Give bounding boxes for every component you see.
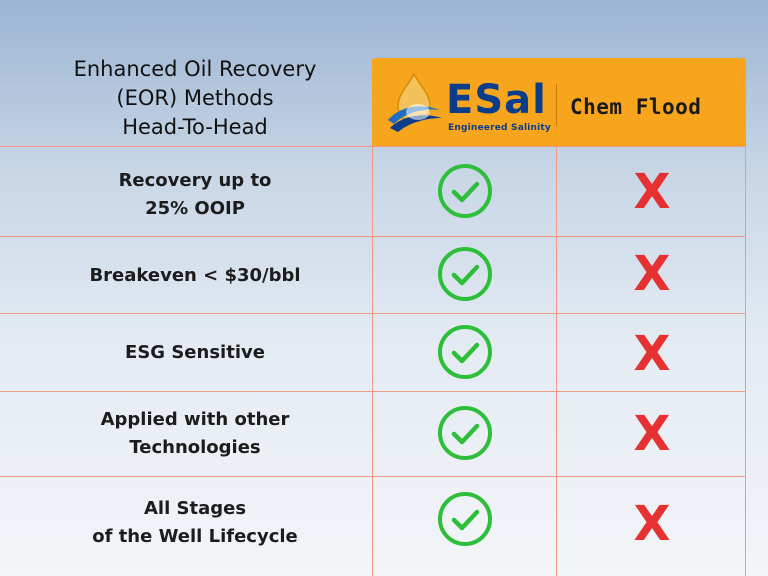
cross-mark: X — [633, 406, 671, 462]
cross-mark: X — [633, 496, 671, 552]
cross-mark: X — [633, 164, 671, 220]
title-line: Head-To-Head — [122, 115, 268, 139]
row-divider — [0, 146, 746, 147]
criterion-label: All Stages of the Well Lifecycle — [20, 495, 370, 551]
criterion-label: Breakeven < $30/bbl — [20, 262, 370, 290]
esal-logo: ESal Engineered Salinity — [384, 72, 554, 136]
brand-tagline: Engineered Salinity — [448, 123, 552, 133]
row-divider — [0, 313, 746, 314]
check-icon — [438, 492, 492, 546]
title-line: (EOR) Methods — [116, 86, 274, 110]
criterion-line: Applied with other — [100, 409, 290, 430]
criterion-line: Technologies — [129, 437, 261, 458]
criterion-line: Recovery up to — [118, 170, 272, 191]
brand-name: ESal — [446, 77, 547, 123]
column-divider — [372, 146, 373, 576]
check-icon — [438, 164, 492, 218]
check-icon — [438, 406, 492, 460]
cross-mark: X — [633, 326, 671, 382]
criterion-line: Breakeven < $30/bbl — [89, 265, 301, 286]
competitor-label: Chem Flood — [570, 95, 702, 119]
page-title: Enhanced Oil Recovery (EOR) Methods Head… — [20, 55, 370, 142]
criterion-label: ESG Sensitive — [20, 339, 370, 367]
header-divider — [556, 84, 557, 126]
column-divider — [556, 146, 557, 576]
column-divider — [745, 146, 746, 576]
row-divider — [0, 476, 746, 477]
cross-mark: X — [633, 246, 671, 302]
title-line: Enhanced Oil Recovery — [73, 57, 317, 81]
criterion-label: Applied with other Technologies — [20, 406, 370, 462]
oil-drop-icon — [388, 72, 442, 132]
criterion-line: 25% OOIP — [145, 198, 245, 219]
check-icon — [438, 247, 492, 301]
criterion-line: All Stages — [143, 498, 247, 519]
row-divider — [0, 236, 746, 237]
criterion-line: ESG Sensitive — [125, 342, 265, 363]
check-icon — [438, 325, 492, 379]
criterion-label: Recovery up to 25% OOIP — [20, 167, 370, 223]
criterion-line: of the Well Lifecycle — [92, 526, 298, 547]
row-divider — [0, 391, 746, 392]
comparison-header: ESal Engineered Salinity Chem Flood — [372, 58, 746, 146]
